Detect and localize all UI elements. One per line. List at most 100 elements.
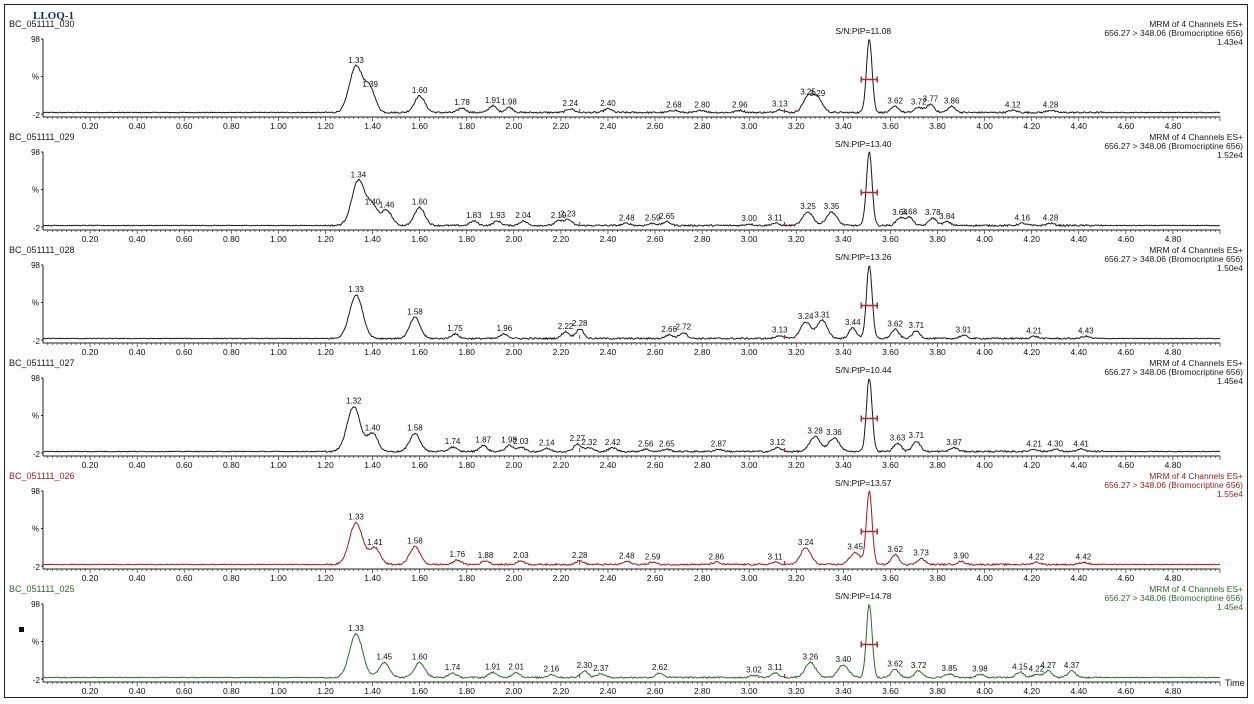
x-tick-label: 1.20 [317, 234, 334, 244]
x-tick-label: 4.40 [1070, 460, 1087, 470]
chromatogram-panel: BC_051111_030 MRM of 4 Channels ES+656.27… [9, 19, 1243, 131]
x-tick-label: 4.00 [976, 460, 993, 470]
chromatogram-panel: BC_051111_025 MRM of 4 Channels ES+656.27… [9, 584, 1245, 696]
peak-label: 4.28 [1043, 100, 1059, 109]
x-tick-label: 1.00 [270, 347, 287, 357]
peak-label: 2.59 [645, 552, 661, 561]
x-tick-label: 0.20 [82, 121, 99, 131]
channel-transition: 656.27 > 348.06 (Bromocriptine 656) [1104, 28, 1243, 38]
x-tick-label: 0.80 [223, 347, 240, 357]
peak-label: 2.03 [513, 551, 529, 560]
peak-label: 1.60 [412, 653, 428, 662]
peak-label: 1.76 [450, 550, 466, 559]
channel-intensity: 1.45e4 [1217, 376, 1243, 386]
x-tick-label: 2.20 [553, 686, 570, 696]
x-tick-label: 0.80 [223, 234, 240, 244]
x-tick-label: 3.60 [882, 347, 899, 357]
peak-label: 1.58 [407, 424, 423, 433]
peak-label: 1.93 [490, 211, 506, 220]
x-tick-label: 2.60 [647, 234, 664, 244]
x-tick-label: 1.80 [458, 460, 475, 470]
x-tick-label: 3.40 [835, 460, 852, 470]
sample-name: BC_051111_025 [9, 584, 75, 594]
x-tick-label: 0.60 [176, 460, 193, 470]
x-tick-label: 1.20 [317, 347, 334, 357]
peak-label: 1.83 [466, 211, 482, 220]
peak-label: 4.21 [1026, 439, 1042, 448]
x-tick-label: 3.20 [788, 121, 805, 131]
channel-intensity: 1.50e4 [1217, 263, 1243, 273]
peak-label: 3.91 [956, 326, 972, 335]
peak-label: 4.12 [1005, 100, 1021, 109]
peak-label: 2.66 [661, 325, 677, 334]
peak-label: 3.64 [892, 208, 908, 217]
selection-marker[interactable] [19, 627, 24, 632]
x-tick-label: 0.20 [82, 686, 99, 696]
peak-label: 2.65 [659, 439, 675, 448]
peak-label: 1.33 [348, 513, 364, 522]
x-tick-label: 2.00 [506, 686, 523, 696]
x-tick-label: 3.80 [929, 121, 946, 131]
x-tick-label: 1.40 [364, 573, 381, 583]
y-tick-label: % [32, 73, 39, 82]
peak-label: 4.21 [1026, 326, 1042, 335]
chromatogram-chart: LLOQ-1 BC_051111_030 MRM of 4 Channels ES… [9, 10, 1245, 696]
peak-label: 4.27 [1040, 661, 1056, 670]
x-tick-label: 1.00 [270, 573, 287, 583]
peak-label: 3.71 [909, 431, 925, 440]
x-tick-label: 0.60 [176, 347, 193, 357]
channel-method: MRM of 4 Channels ES+ [1149, 471, 1243, 481]
x-tick-label: 0.60 [176, 573, 193, 583]
peak-label: 1.46 [379, 201, 395, 210]
x-tick-label: 4.60 [1118, 686, 1135, 696]
peak-label: 1.74 [445, 663, 461, 672]
peak-label: 1.78 [454, 98, 470, 107]
peak-label: 3.68 [901, 207, 917, 216]
channel-transition: 656.27 > 348.06 (Bromocriptine 656) [1104, 480, 1243, 490]
peak-label: 2.87 [711, 439, 727, 448]
y-tick-label: % [32, 186, 39, 195]
channel-method: MRM of 4 Channels ES+ [1149, 19, 1243, 29]
x-tick-label: 2.80 [694, 347, 711, 357]
x-tick-label: 3.40 [835, 121, 852, 131]
peak-label: 3.85 [942, 664, 958, 673]
peak-label: 3.86 [944, 97, 960, 106]
peak-label: 1.39 [362, 80, 378, 89]
chromatogram-trace [42, 151, 1221, 228]
x-tick-label: 0.40 [129, 121, 146, 131]
peak-label: 3.84 [939, 212, 955, 221]
channel-intensity: 1.45e4 [1217, 602, 1243, 612]
x-tick-label: 2.00 [506, 121, 523, 131]
y-tick-label: -2 [33, 111, 41, 120]
y-tick-label: 98 [31, 487, 40, 496]
y-tick-label: -2 [33, 450, 41, 459]
peak-label: 3.11 [768, 663, 784, 672]
channel-transition: 656.27 > 348.06 (Bromocriptine 656) [1104, 593, 1243, 603]
x-tick-label: 3.80 [929, 460, 946, 470]
peak-label: 1.98 [501, 97, 517, 106]
x-tick-label: 3.40 [835, 234, 852, 244]
x-tick-label: 4.40 [1070, 573, 1087, 583]
signal-to-noise-label: S/N:PtP=13.26 [835, 252, 892, 262]
peak-label: 1.41 [367, 538, 383, 547]
chromatogram-panel: BC_051111_026 MRM of 4 Channels ES+656.27… [9, 471, 1243, 583]
channel-method: MRM of 4 Channels ES+ [1149, 245, 1243, 255]
x-tick-label: 4.60 [1118, 234, 1135, 244]
peak-label: 3.13 [772, 100, 788, 109]
peak-label: 4.37 [1064, 661, 1080, 670]
peak-label: 1.34 [351, 171, 367, 180]
x-tick-label: 4.60 [1118, 460, 1135, 470]
channel-method: MRM of 4 Channels ES+ [1149, 358, 1243, 368]
peak-label: 1.33 [348, 285, 364, 294]
x-tick-label: 0.60 [176, 686, 193, 696]
peak-label: 1.74 [445, 437, 461, 446]
x-tick-label: 4.20 [1023, 573, 1040, 583]
peak-label: 2.24 [563, 99, 579, 108]
peak-label: 2.14 [539, 439, 555, 448]
peak-label: 2.23 [560, 210, 576, 219]
x-tick-label: 4.00 [976, 234, 993, 244]
x-tick-label: 4.80 [1165, 460, 1182, 470]
x-tick-label: 2.40 [600, 234, 617, 244]
x-tick-label: 4.20 [1023, 234, 1040, 244]
peak-label: 3.24 [798, 312, 814, 321]
